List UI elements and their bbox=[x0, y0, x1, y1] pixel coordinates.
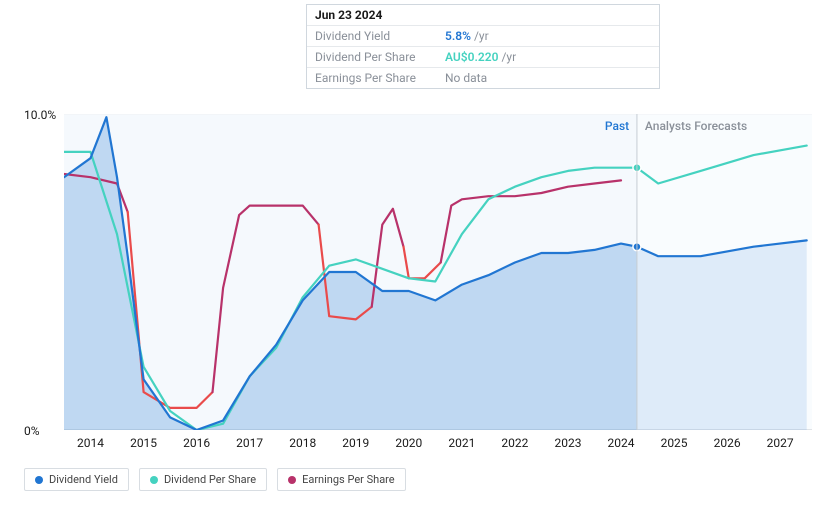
x-tick: 2020 bbox=[395, 436, 422, 450]
chart-tooltip: Jun 23 2024 Dividend Yield 5.8% /yr Divi… bbox=[306, 4, 660, 89]
legend-earnings-per-share[interactable]: Earnings Per Share bbox=[277, 468, 406, 491]
x-tick: 2023 bbox=[554, 436, 581, 450]
tooltip-row: Dividend Per Share AU$0.220 /yr bbox=[307, 47, 659, 68]
legend-label: Dividend Per Share bbox=[164, 473, 256, 486]
x-tick: 2022 bbox=[501, 436, 528, 450]
x-tick: 2025 bbox=[661, 436, 688, 450]
x-tick: 2027 bbox=[767, 436, 794, 450]
x-tick: 2018 bbox=[289, 436, 316, 450]
y-tick-max: 10.0% bbox=[24, 108, 56, 122]
x-tick: 2024 bbox=[608, 436, 635, 450]
x-tick: 2016 bbox=[183, 436, 210, 450]
tooltip-value: AU$0.220 bbox=[445, 50, 498, 64]
x-axis: 2014 2015 2016 2017 2018 2019 2020 2021 2022 2023… bbox=[64, 436, 812, 456]
x-tick: 2017 bbox=[236, 436, 263, 450]
tooltip-label: Earnings Per Share bbox=[315, 71, 445, 85]
legend-label: Earnings Per Share bbox=[302, 473, 395, 486]
chart-plot[interactable] bbox=[64, 114, 812, 430]
dividend-yield-area-forecast bbox=[637, 240, 807, 430]
tooltip-value: 5.8% bbox=[445, 29, 471, 43]
legend-dot-icon bbox=[288, 476, 296, 484]
legend-dividend-yield[interactable]: Dividend Yield bbox=[24, 468, 129, 491]
x-tick: 2019 bbox=[342, 436, 369, 450]
legend-dividend-per-share[interactable]: Dividend Per Share bbox=[139, 468, 267, 491]
tooltip-label: Dividend Yield bbox=[315, 29, 445, 43]
y-tick-min: 0% bbox=[24, 424, 40, 438]
x-tick: 2021 bbox=[448, 436, 475, 450]
chart-legend: Dividend Yield Dividend Per Share Earnin… bbox=[24, 468, 406, 491]
tooltip-label: Dividend Per Share bbox=[315, 50, 445, 64]
tooltip-value: No data bbox=[445, 71, 487, 85]
forecast-label: Analysts Forecasts bbox=[645, 119, 747, 133]
tooltip-row: Dividend Yield 5.8% /yr bbox=[307, 26, 659, 47]
tooltip-row: Earnings Per Share No data bbox=[307, 68, 659, 88]
past-label: Past bbox=[605, 119, 629, 133]
x-tick: 2014 bbox=[77, 436, 104, 450]
x-tick: 2015 bbox=[130, 436, 157, 450]
legend-dot-icon bbox=[35, 476, 43, 484]
tooltip-unit: /yr bbox=[474, 29, 489, 43]
legend-dot-icon bbox=[150, 476, 158, 484]
tooltip-unit: /yr bbox=[501, 50, 516, 64]
tooltip-date: Jun 23 2024 bbox=[315, 8, 382, 22]
x-tick: 2026 bbox=[714, 436, 741, 450]
legend-label: Dividend Yield bbox=[49, 473, 118, 486]
